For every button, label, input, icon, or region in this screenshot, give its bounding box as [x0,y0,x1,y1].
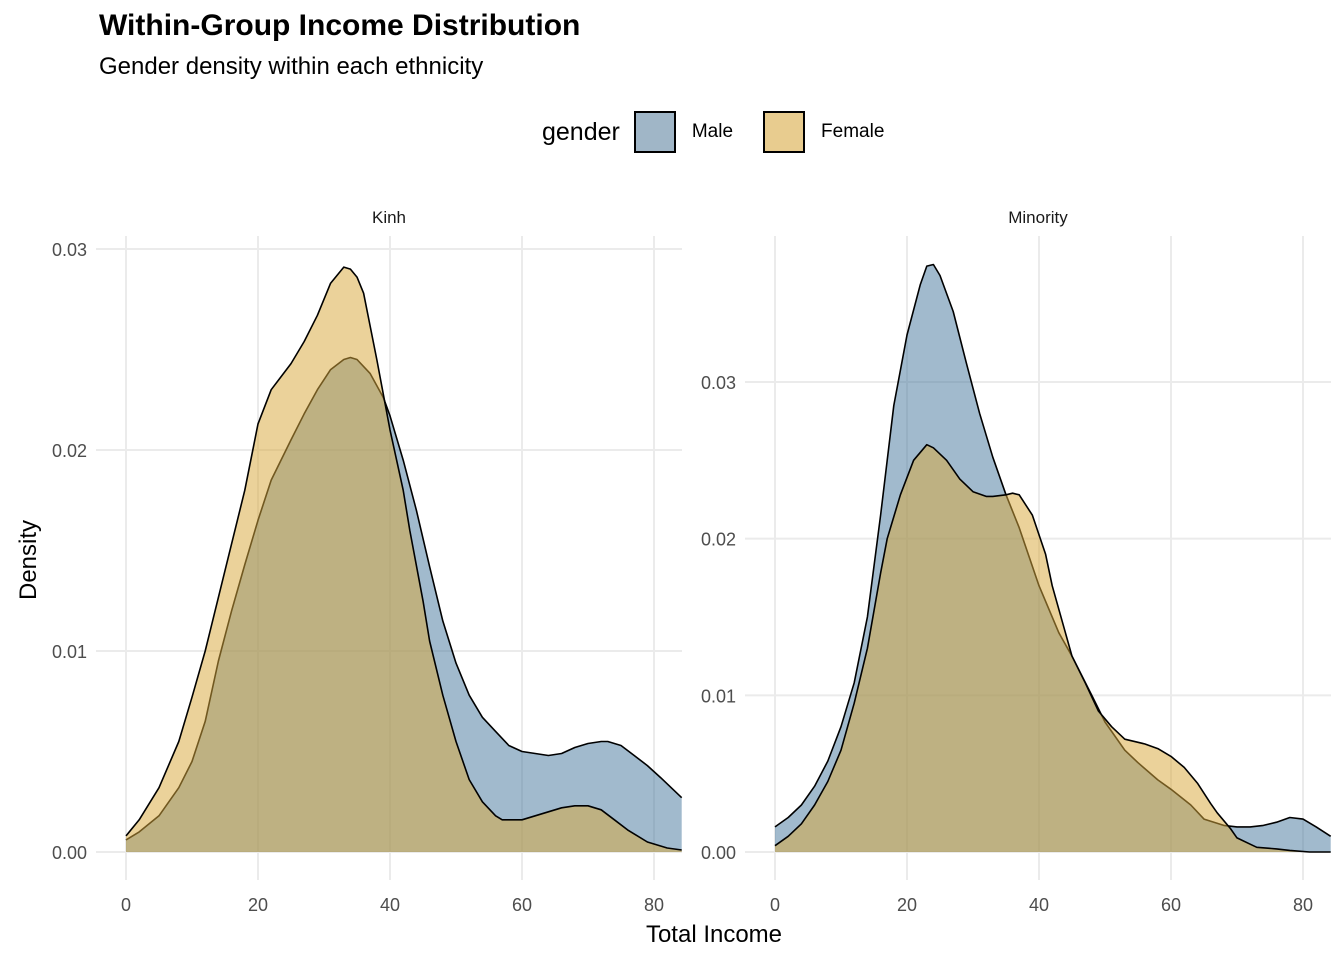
x-tick-label: 0 [770,895,780,915]
x-tick-label: 60 [1161,895,1181,915]
y-tick-label: 0.02 [52,441,87,461]
facet-strip-label: Kinh [372,208,406,227]
legend-title: gender [542,117,620,146]
x-tick-label: 20 [248,895,268,915]
x-axis-label: Total Income [646,921,782,948]
x-tick-label: 80 [644,895,664,915]
density-line-female [774,443,1331,853]
x-tick-label: 80 [1293,895,1313,915]
legend: gender Male Female [542,108,914,156]
x-tick-label: 60 [512,895,532,915]
y-tick-label: 0.01 [701,686,736,706]
legend-key-female [763,111,806,153]
x-tick-label: 0 [121,895,131,915]
y-axis-label: Density [15,520,42,600]
density-area-female [775,444,1331,852]
x-tick-label: 20 [897,895,917,915]
y-tick-label: 0.02 [701,530,736,550]
y-tick-label: 0.01 [52,642,87,662]
facet-panel-minority: Minority 0.00 0.01 0.02 0.03 0 20 40 60 80 [701,208,1332,915]
facet-strip-label: Minority [1008,208,1068,227]
y-tick-label: 0.00 [52,843,87,863]
legend-label-male: Male [691,121,734,142]
density-line-female [125,266,682,851]
x-tick-label: 40 [1029,895,1049,915]
facet-panel-kinh: Kinh 0.00 0.01 0.02 0.03 0 20 40 60 80 [52,208,683,915]
y-tick-label: 0.03 [701,373,736,393]
y-tick-label: 0.00 [701,843,736,863]
y-tick-label: 0.03 [52,240,87,260]
chart-subtitle: Gender density within each ethnicity [99,53,484,80]
legend-label-female: Female [821,121,885,142]
chart-title: Within-Group Income Distribution [99,9,581,42]
legend-key-male [633,111,676,153]
density-area-female [126,267,682,853]
x-tick-label: 40 [380,895,400,915]
